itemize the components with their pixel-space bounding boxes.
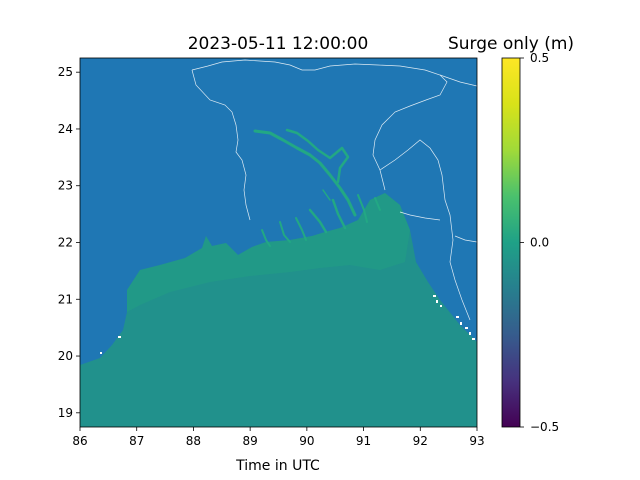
coastal-surge-band: [127, 193, 410, 312]
x-axis-label: Time in UTC: [235, 458, 320, 474]
coastal-islands: [100, 295, 475, 354]
colorbar-ticks: 0.5 0.0 −0.5: [520, 51, 559, 434]
country-borders: [191, 59, 477, 321]
y-tick-label: 23: [58, 179, 73, 193]
y-tick-label: 24: [58, 122, 73, 136]
y-tick-label: 25: [58, 65, 73, 79]
x-tick-label: 86: [72, 434, 87, 448]
y-tick-label: 19: [58, 406, 73, 420]
y-axis: 19 20 21 22 23 24 25: [58, 65, 80, 420]
colorbar-title: Surge only (m): [448, 34, 574, 54]
x-tick-label: 87: [129, 434, 144, 448]
map-title: 2023-05-11 12:00:00: [188, 34, 369, 54]
x-tick-label: 90: [299, 434, 314, 448]
x-tick-label: 89: [243, 434, 258, 448]
y-tick-label: 20: [58, 349, 73, 363]
map-panel: [80, 58, 477, 427]
y-tick-label: 21: [58, 292, 73, 306]
river-channels: [253, 128, 381, 247]
x-tick-label: 88: [186, 434, 201, 448]
colorbar-tick-label: −0.5: [530, 420, 559, 434]
y-tick-label: 22: [58, 236, 73, 250]
colorbar-tick-label: 0.0: [530, 236, 549, 250]
x-tick-label: 91: [356, 434, 371, 448]
colorbar: [501, 57, 521, 428]
x-tick-label: 92: [413, 434, 428, 448]
x-tick-label: 93: [469, 434, 484, 448]
x-axis: 86 87 88 89 90 91 92 93: [72, 427, 485, 448]
colorbar-tick-label: 0.5: [530, 51, 549, 65]
